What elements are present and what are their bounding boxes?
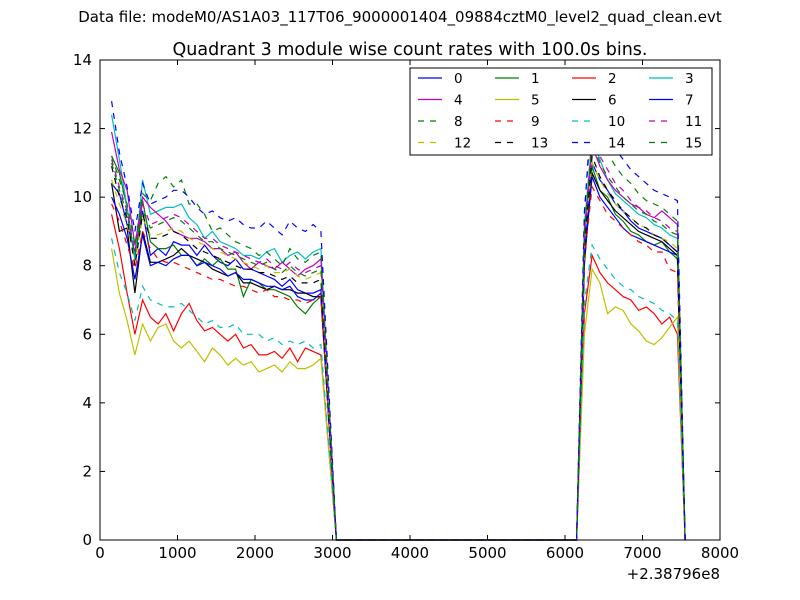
series-line-4 bbox=[111, 131, 686, 541]
legend-label-12: 12 bbox=[454, 136, 471, 152]
y-tick-label: 2 bbox=[82, 462, 92, 480]
series-line-10 bbox=[111, 238, 686, 541]
legend-label-11: 11 bbox=[685, 114, 702, 130]
series-line-13 bbox=[111, 155, 686, 541]
legend-label-0: 0 bbox=[454, 71, 463, 87]
x-axis-offset-label: +2.38796e8 bbox=[627, 565, 720, 583]
series-line-14 bbox=[111, 97, 686, 541]
y-tick-label: 8 bbox=[82, 257, 92, 275]
series-line-1 bbox=[111, 155, 686, 541]
series-line-6 bbox=[111, 170, 686, 541]
x-tick-label: 8000 bbox=[701, 544, 739, 562]
legend-label-1: 1 bbox=[531, 71, 540, 87]
legend-label-2: 2 bbox=[608, 71, 617, 87]
series-line-8 bbox=[111, 111, 686, 541]
series-line-0 bbox=[111, 160, 686, 541]
legend-label-3: 3 bbox=[685, 71, 694, 87]
series-line-2 bbox=[111, 214, 686, 541]
series-line-3 bbox=[111, 114, 686, 541]
legend-label-14: 14 bbox=[608, 136, 625, 152]
legend-label-9: 9 bbox=[531, 114, 540, 130]
series-line-7 bbox=[111, 176, 686, 541]
series-line-15 bbox=[111, 142, 686, 541]
series-line-5 bbox=[111, 248, 686, 541]
y-tick-label: 4 bbox=[82, 394, 92, 412]
x-tick-label: 0 bbox=[95, 544, 105, 562]
x-tick-label: 4000 bbox=[391, 544, 429, 562]
series-line-12 bbox=[111, 160, 686, 541]
x-tick-label: 5000 bbox=[468, 544, 506, 562]
legend-label-8: 8 bbox=[454, 114, 463, 130]
legend-label-15: 15 bbox=[685, 136, 702, 152]
x-tick-label: 2000 bbox=[236, 544, 274, 562]
y-tick-label: 0 bbox=[82, 531, 92, 549]
y-tick-label: 10 bbox=[73, 188, 92, 206]
y-tick-label: 6 bbox=[82, 325, 92, 343]
y-tick-label: 14 bbox=[73, 51, 92, 69]
x-tick-label: 6000 bbox=[546, 544, 584, 562]
axes-layer: 0 1000 2000 3000 4000 5000 6000 7000 80000246810… bbox=[73, 51, 739, 562]
figure-suptitle: Data file: modeM0/AS1A03_117T06_90000014… bbox=[78, 8, 722, 26]
x-tick-label: 1000 bbox=[158, 544, 196, 562]
chart-title: Quadrant 3 module wise count rates with … bbox=[173, 40, 648, 60]
data-layer bbox=[111, 97, 686, 541]
legend-label-4: 4 bbox=[454, 93, 463, 109]
series-line-11 bbox=[111, 135, 686, 541]
x-tick-label: 3000 bbox=[313, 544, 351, 562]
legend-frame bbox=[409, 67, 713, 156]
legend-label-10: 10 bbox=[608, 114, 625, 130]
y-tick-label: 12 bbox=[73, 120, 92, 138]
legend-label-5: 5 bbox=[531, 93, 540, 109]
x-tick-label: 7000 bbox=[623, 544, 661, 562]
series-line-9 bbox=[111, 184, 686, 541]
legend-label-6: 6 bbox=[608, 93, 617, 109]
legend-label-13: 13 bbox=[531, 136, 548, 152]
legend-label-7: 7 bbox=[685, 93, 694, 109]
